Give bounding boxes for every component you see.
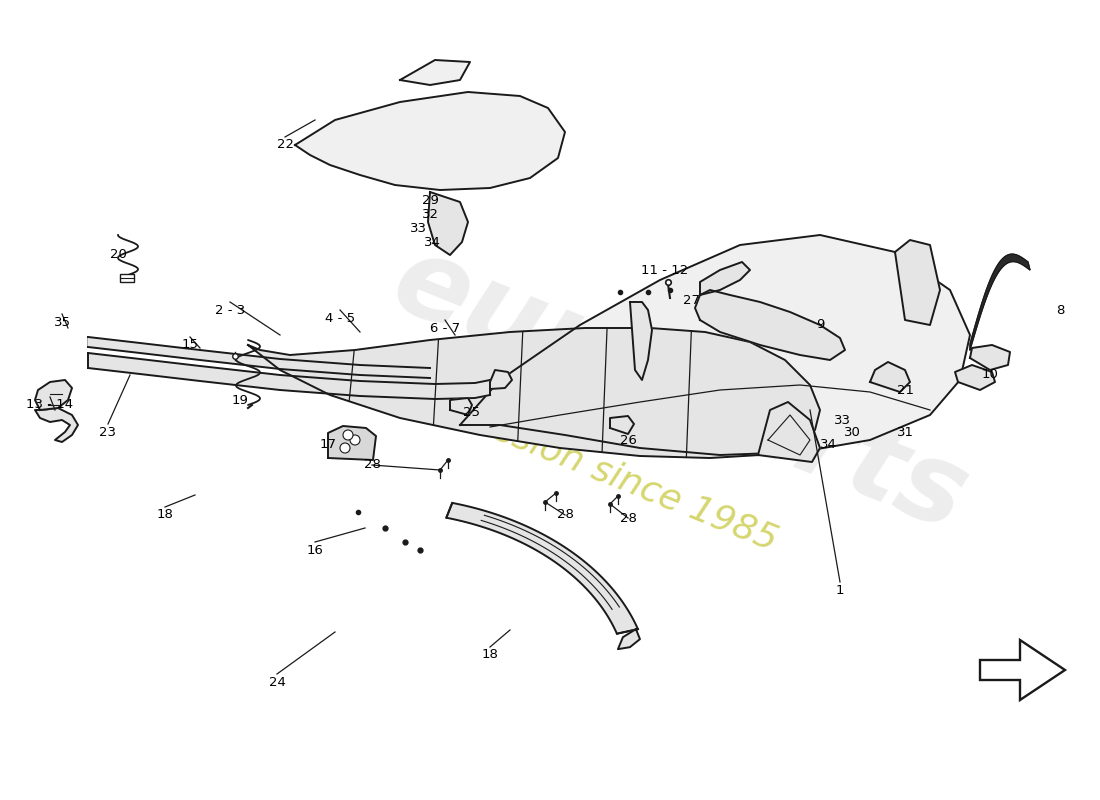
Text: 34: 34 [820, 438, 836, 451]
Polygon shape [400, 60, 470, 85]
Polygon shape [970, 254, 1030, 350]
Text: 6 - 7: 6 - 7 [430, 322, 460, 334]
Text: 32: 32 [421, 209, 439, 222]
Polygon shape [328, 426, 376, 460]
Text: 29: 29 [421, 194, 439, 206]
Polygon shape [35, 408, 78, 442]
Text: 33: 33 [834, 414, 850, 426]
Text: 1: 1 [836, 583, 845, 597]
Text: 23: 23 [99, 426, 117, 438]
Text: 31: 31 [896, 426, 913, 438]
Polygon shape [88, 353, 490, 399]
Polygon shape [695, 290, 845, 360]
Text: 25: 25 [463, 406, 481, 418]
Text: 18: 18 [156, 509, 174, 522]
Polygon shape [447, 503, 638, 634]
Text: 33: 33 [409, 222, 427, 234]
Text: 35: 35 [54, 315, 70, 329]
Polygon shape [895, 240, 940, 325]
Polygon shape [248, 328, 820, 458]
Polygon shape [700, 262, 750, 295]
Text: 16: 16 [307, 543, 323, 557]
Text: 11 - 12: 11 - 12 [641, 263, 689, 277]
Circle shape [340, 443, 350, 453]
Polygon shape [955, 365, 996, 390]
Text: 21: 21 [896, 383, 913, 397]
Polygon shape [618, 629, 640, 649]
Text: a passion since 1985: a passion since 1985 [417, 383, 782, 557]
Text: 13 - 14: 13 - 14 [26, 398, 74, 411]
Text: 20: 20 [110, 249, 126, 262]
Polygon shape [295, 92, 565, 190]
Polygon shape [35, 380, 72, 410]
Polygon shape [460, 235, 970, 455]
Text: 22: 22 [276, 138, 294, 151]
Polygon shape [450, 398, 472, 415]
Text: 15: 15 [182, 338, 198, 351]
Text: euroParts: euroParts [377, 226, 982, 554]
Polygon shape [980, 640, 1065, 700]
Text: 34: 34 [424, 235, 440, 249]
Polygon shape [630, 302, 652, 380]
Text: 28: 28 [557, 509, 573, 522]
Polygon shape [428, 192, 468, 255]
Text: 4 - 5: 4 - 5 [324, 311, 355, 325]
Polygon shape [88, 337, 430, 378]
Polygon shape [870, 362, 910, 392]
Circle shape [350, 435, 360, 445]
Bar [120, 274, 134, 282]
Circle shape [343, 430, 353, 440]
Polygon shape [610, 416, 634, 434]
Polygon shape [970, 345, 1010, 370]
Polygon shape [758, 402, 820, 462]
Text: 24: 24 [268, 675, 285, 689]
Text: 28: 28 [619, 511, 637, 525]
Text: 19: 19 [232, 394, 249, 406]
Text: 26: 26 [619, 434, 637, 446]
Text: 28: 28 [364, 458, 381, 471]
Text: 27: 27 [683, 294, 701, 306]
Text: 30: 30 [844, 426, 860, 438]
Polygon shape [490, 370, 512, 389]
Text: 8: 8 [1056, 303, 1064, 317]
Text: 9: 9 [816, 318, 824, 331]
Text: 10: 10 [981, 369, 999, 382]
Text: 2 - 3: 2 - 3 [214, 303, 245, 317]
Text: 18: 18 [482, 649, 498, 662]
Text: 17: 17 [319, 438, 337, 451]
